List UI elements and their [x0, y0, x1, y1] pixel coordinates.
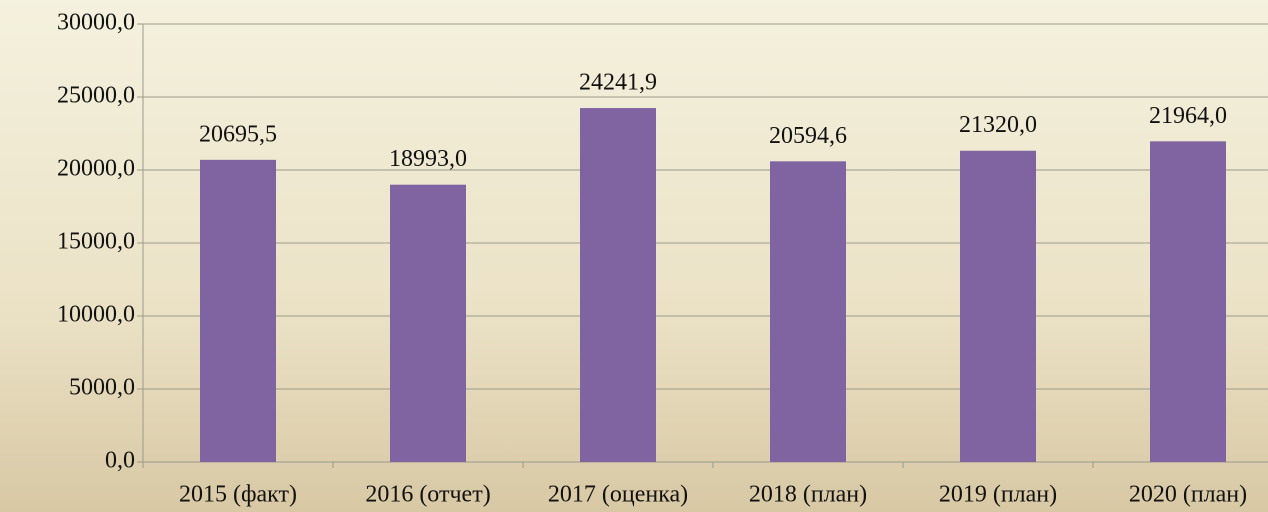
x-tick-label: 2020 (план) — [1129, 482, 1247, 508]
y-tick-label: 25000,0 — [57, 83, 135, 109]
y-tick-label: 10000,0 — [57, 302, 135, 328]
data-label: 18993,0 — [389, 146, 467, 172]
y-tick-label: 0,0 — [105, 448, 135, 474]
data-label: 21320,0 — [959, 112, 1037, 138]
bar — [960, 150, 1036, 462]
y-tick-label: 30000,0 — [57, 10, 135, 36]
y-tick-label: 20000,0 — [57, 156, 135, 182]
data-label: 20594,6 — [769, 123, 847, 149]
y-tick-label: 15000,0 — [57, 229, 135, 255]
bar — [580, 108, 656, 462]
bar — [200, 159, 276, 462]
data-label: 20695,5 — [199, 121, 277, 147]
x-tick-label: 2018 (план) — [749, 482, 867, 508]
x-tick-label: 2019 (план) — [939, 482, 1057, 508]
data-label: 24241,9 — [579, 70, 657, 96]
y-tick-label: 5000,0 — [69, 375, 135, 401]
x-tick-label: 2017 (оценка) — [548, 482, 688, 508]
data-label: 21964,0 — [1149, 103, 1227, 129]
x-tick-label: 2016 (отчет) — [365, 482, 490, 508]
bar — [770, 161, 846, 462]
x-tick-label: 2015 (факт) — [179, 482, 297, 508]
bar — [390, 184, 466, 462]
bar — [1150, 141, 1226, 462]
